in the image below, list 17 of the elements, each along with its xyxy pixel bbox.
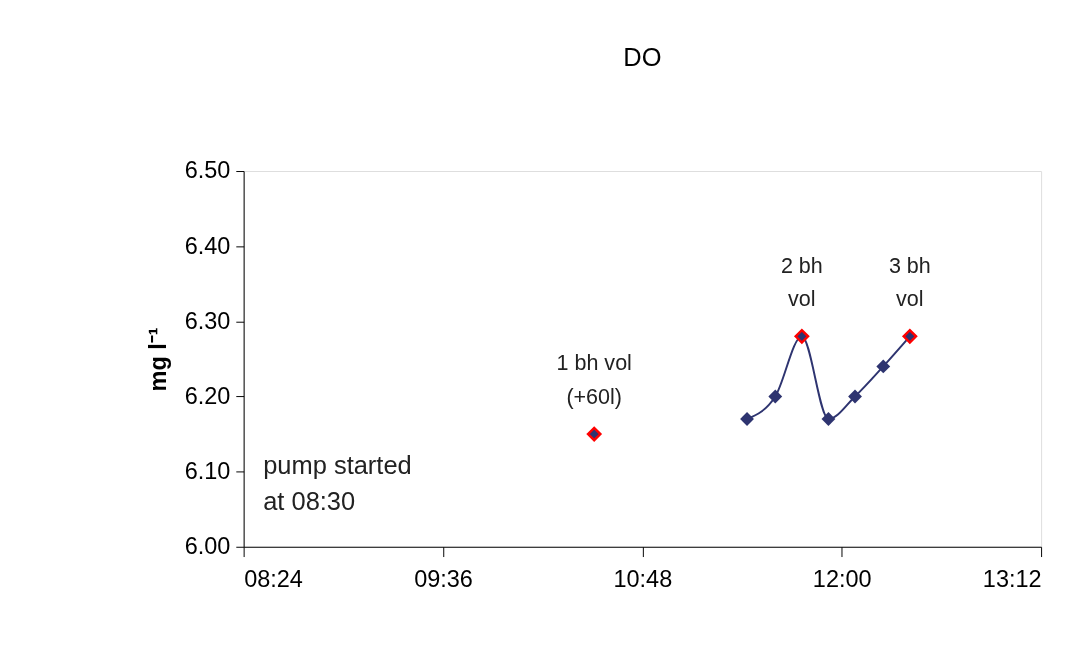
x-tick-label: 10:48 <box>613 566 673 593</box>
y-tick-label: 6.00 <box>184 533 231 560</box>
annotation: 3 bh vol <box>888 253 931 312</box>
annotation: pump started at 08:30 <box>263 451 412 515</box>
y-tick-label: 6.40 <box>184 232 231 259</box>
y-tick-label: 6.50 <box>184 157 231 184</box>
y-tick-label: 6.10 <box>184 457 231 484</box>
annotation: 1 bh vol (+60l) <box>556 351 632 409</box>
x-tick-label: 13:12 <box>982 566 1042 593</box>
y-axis-title: mg l⁻¹ <box>145 327 172 392</box>
x-tick-label: 09:36 <box>414 566 473 593</box>
chart-title: DO <box>623 43 662 72</box>
y-tick-label: 6.30 <box>184 307 231 334</box>
y-tick-label: 6.20 <box>184 382 231 409</box>
annotation: 2 bh vol <box>780 253 823 312</box>
x-tick-label: 08:24 <box>244 566 303 593</box>
x-tick-label: 12:00 <box>812 566 872 593</box>
